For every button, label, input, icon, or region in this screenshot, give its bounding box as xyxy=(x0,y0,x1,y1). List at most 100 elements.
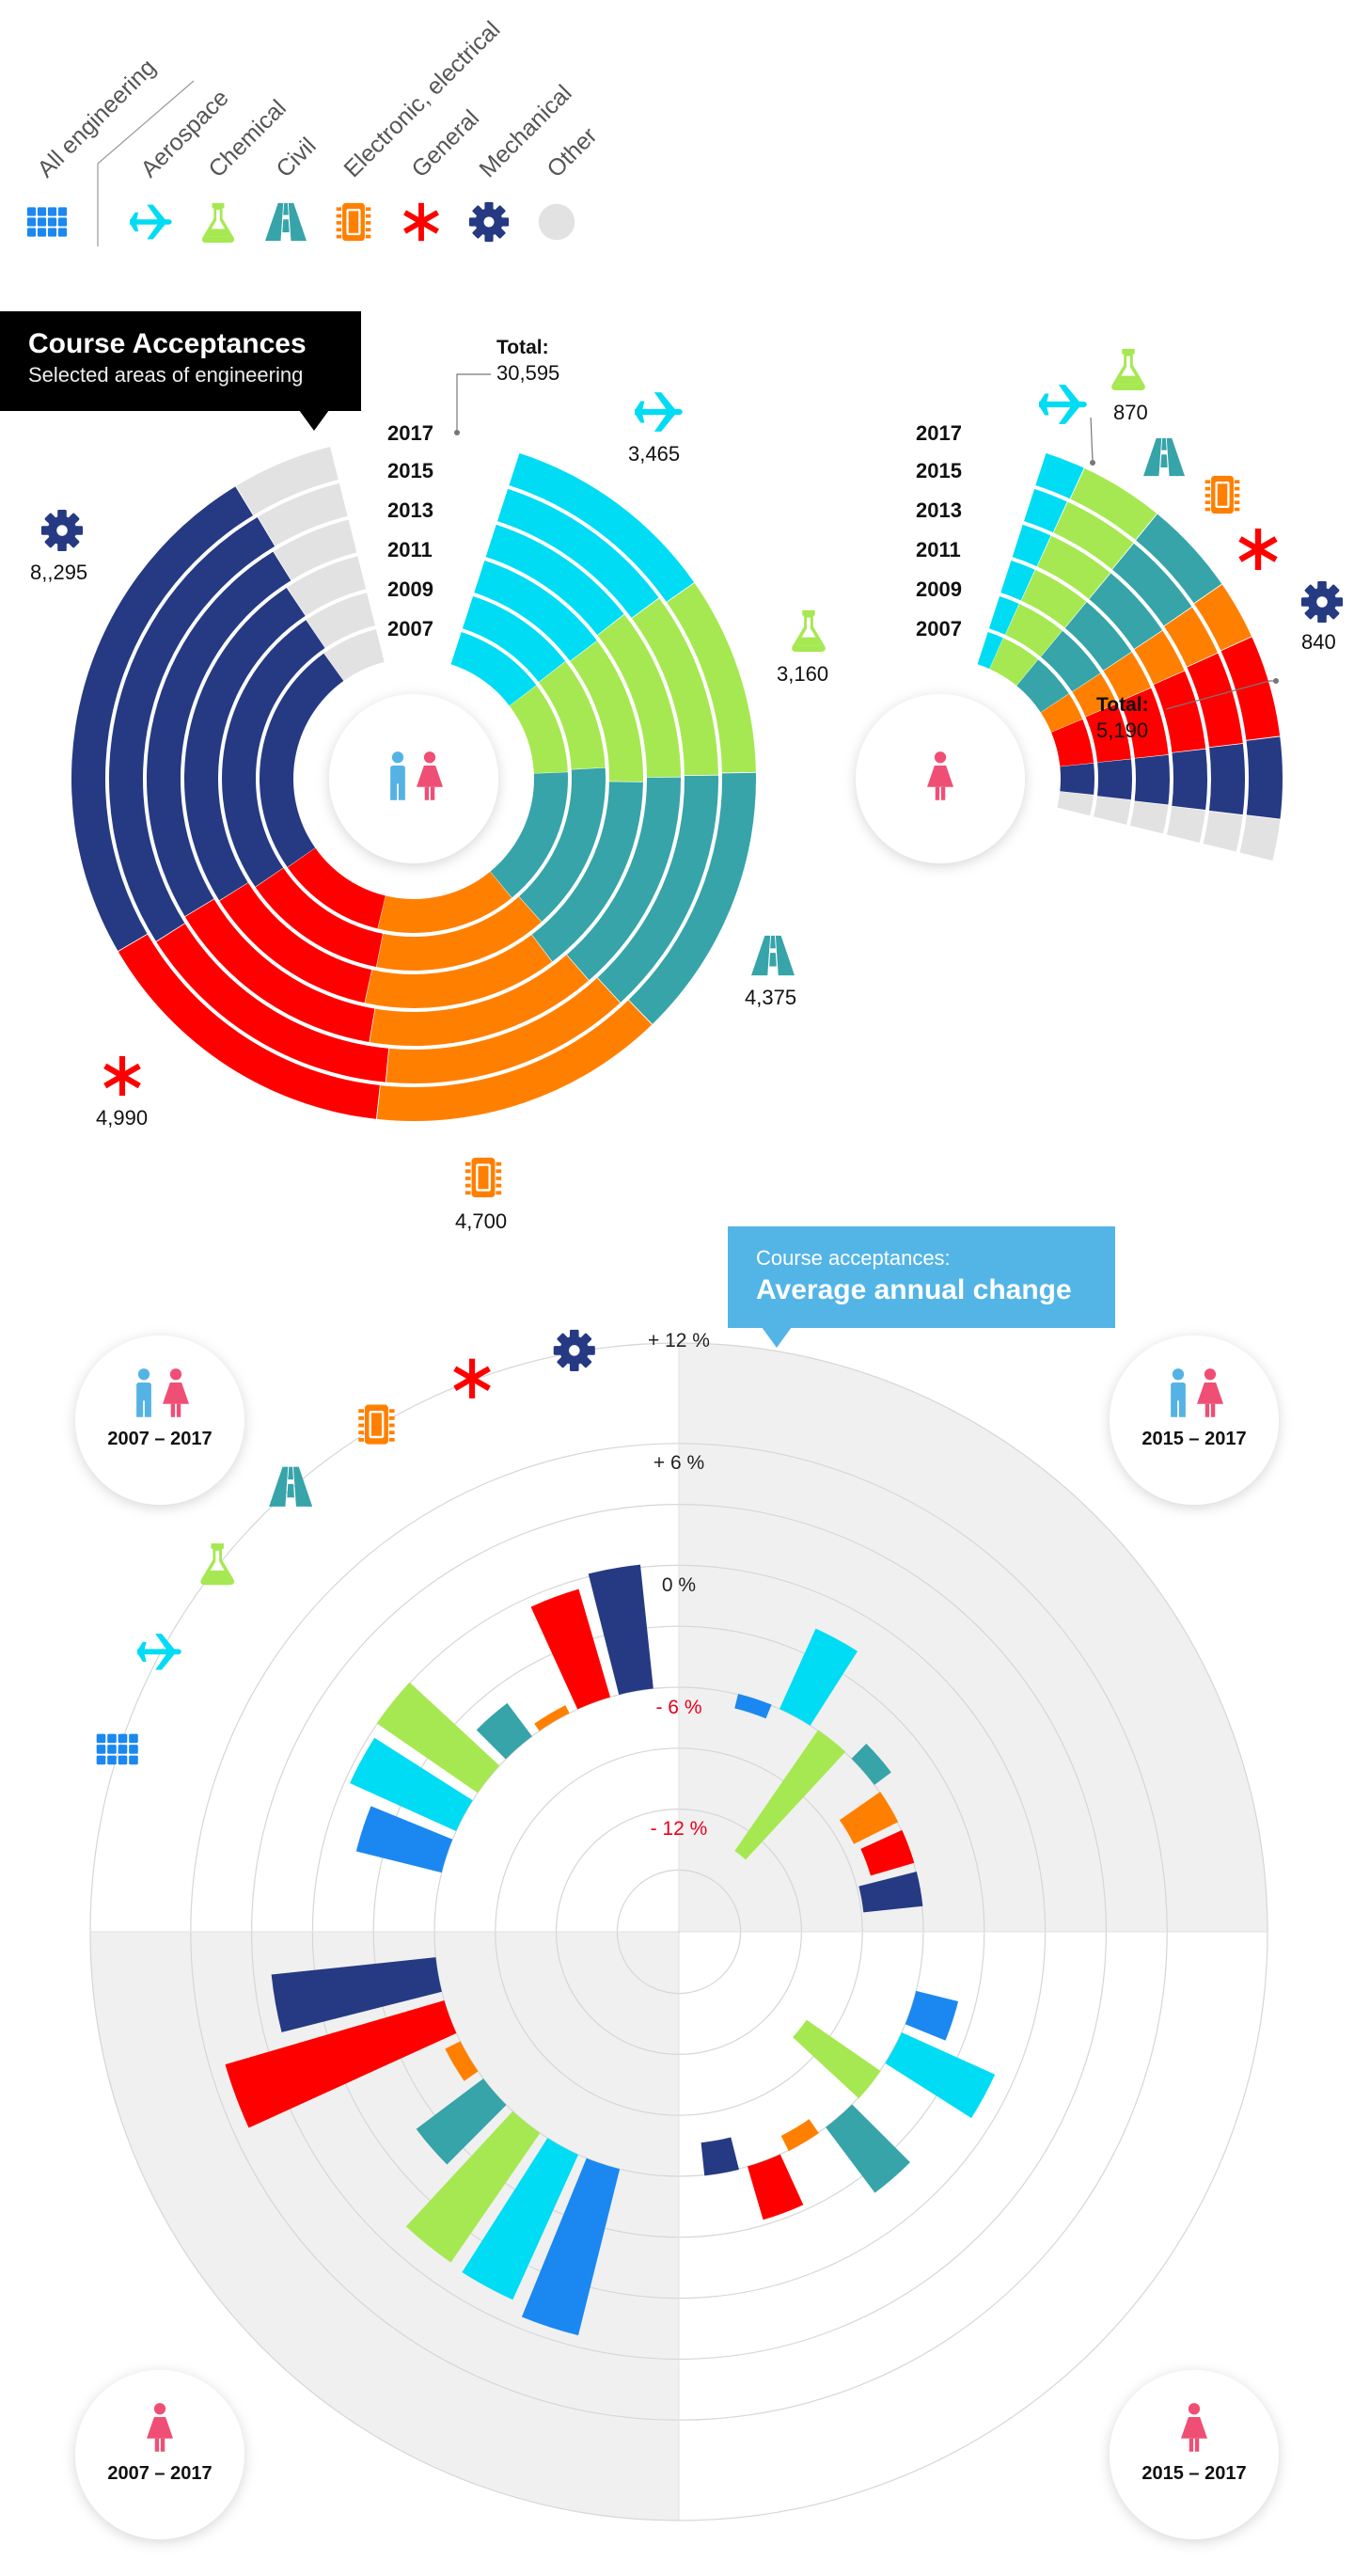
change-bar-q0-mech xyxy=(588,1564,653,1695)
chart2-chip-icon xyxy=(1204,475,1240,514)
all-elec-2013 xyxy=(370,955,589,1046)
all-gen-2011 xyxy=(219,882,372,1004)
course-acceptances-title: Course Acceptances Selected areas of eng… xyxy=(0,311,361,411)
all-elec-2007 xyxy=(377,871,512,933)
badge-all-2015-2017 xyxy=(1110,1335,1279,1505)
all-aero-2017 xyxy=(509,452,695,602)
all-gen-2009 xyxy=(255,868,384,968)
women-mech-2017 xyxy=(1246,736,1283,819)
legend-road-icon xyxy=(265,202,307,242)
chart3-flask-icon xyxy=(200,1543,235,1586)
all-aero-2011 xyxy=(474,560,597,661)
badge-all-2015-2017-man-icon xyxy=(1171,1368,1186,1417)
change-bar-q1-gen xyxy=(860,1829,915,1876)
avg-title-pointer xyxy=(762,1327,792,1348)
all-elec-2009 xyxy=(376,896,542,971)
tick-plus-12: + 12 % xyxy=(648,1330,710,1351)
all-other-2013 xyxy=(274,519,357,580)
women-chem-2011 xyxy=(1021,569,1087,628)
change-bar-q3-civil xyxy=(826,2104,910,2193)
all-aero-2007 xyxy=(450,632,537,706)
change-bar-q3-gen xyxy=(747,2154,804,2220)
legend-airplane-icon xyxy=(130,204,172,240)
change-bar-q2-all xyxy=(521,2157,621,2336)
all-chem-2011 xyxy=(570,640,643,782)
change-bar-q3-all xyxy=(905,1990,959,2041)
tick-zero: 0 % xyxy=(662,1574,696,1596)
year-label-2013: 2013 xyxy=(387,498,433,522)
all-mech-2017 xyxy=(71,486,254,952)
legend-asterisk-icon xyxy=(403,202,439,242)
women-civil-2017 xyxy=(1136,514,1222,604)
women-civil-2013 xyxy=(1089,573,1163,650)
women-elec-2011 xyxy=(1103,652,1151,702)
women-elec-2013 xyxy=(1134,630,1185,685)
chart3-chip-icon xyxy=(358,1404,395,1445)
mechanical-value: 8,,295 xyxy=(30,561,87,584)
women-other-2013 xyxy=(1166,806,1205,843)
total-value: 30,595 xyxy=(496,361,559,385)
women-aero-2009 xyxy=(988,595,1019,635)
change-bar-q2-aero xyxy=(462,2138,579,2300)
avg-change-ticks: + 12 % + 6 % 0 % - 6 % - 12 % xyxy=(648,1330,710,1840)
women-mech-2013 xyxy=(1172,749,1208,811)
all-elec-2015 xyxy=(386,977,621,1083)
women-gen-2013 xyxy=(1153,671,1206,752)
badge-women-2007-2017 xyxy=(75,2370,244,2539)
all-civil-2009 xyxy=(519,767,606,922)
change-bar-q0-gen xyxy=(530,1588,611,1710)
all-other-2007 xyxy=(323,628,385,681)
change-bar-q2-elec xyxy=(445,2041,479,2081)
all-gen-2015 xyxy=(156,924,389,1083)
chart1-asterisk-icon xyxy=(103,1055,141,1097)
all-gen-2007 xyxy=(287,847,386,929)
all-other-2015 xyxy=(258,482,348,546)
all-mech-2013 xyxy=(147,551,291,917)
all-gen-2013 xyxy=(184,899,375,1042)
avg-title-line2: Average annual change xyxy=(756,1274,1072,1305)
women-elec-2009 xyxy=(1072,673,1117,717)
all-students-badge xyxy=(329,694,498,863)
all-civil-2013 xyxy=(566,777,682,981)
women-other-2009 xyxy=(1094,796,1131,825)
all-civil-2017 xyxy=(628,772,756,1024)
women-chemical-value: 870 xyxy=(1113,401,1148,424)
women-gen-2009 xyxy=(1085,703,1131,763)
legend-dot-icon xyxy=(538,203,575,241)
change-bar-q0-chem xyxy=(376,1682,500,1794)
all-chem-2007 xyxy=(509,685,568,774)
badge-label-women-2015-2017: 2015 – 2017 xyxy=(1141,2463,1246,2484)
women-gen-2017 xyxy=(1220,637,1281,740)
change-bar-q0-civil xyxy=(476,1702,532,1760)
title-pointer xyxy=(299,410,329,431)
women-year-2007: 2007 xyxy=(916,617,962,640)
women-badge-woman-icon xyxy=(927,751,953,800)
chart3-gear-icon xyxy=(553,1329,595,1371)
badge-all-2007-2017-man-icon xyxy=(136,1368,151,1417)
all-mech-2011 xyxy=(184,587,306,901)
badge-label-all-2015-2017: 2015 – 2017 xyxy=(1141,1429,1246,1449)
badge-all-2015-2017-woman-icon xyxy=(1197,1368,1223,1417)
women-total-label: Total: xyxy=(1096,694,1149,716)
all-gen-2017 xyxy=(118,934,380,1119)
all-mech-2007 xyxy=(259,653,344,868)
change-bar-q1-elec xyxy=(839,1792,899,1844)
women-year-2013: 2013 xyxy=(916,498,962,522)
chart2-gear-icon xyxy=(1300,580,1344,624)
chart3-asterisk-icon xyxy=(453,1358,491,1399)
women-gen-2011 xyxy=(1120,687,1169,758)
all-chem-2015 xyxy=(632,598,718,776)
chart1-chip-icon xyxy=(464,1157,502,1198)
women-mech-2007 xyxy=(1060,763,1094,796)
women-total-value: 5,190 xyxy=(1096,719,1148,742)
all-aero-2013 xyxy=(485,524,624,636)
legend-gear-icon xyxy=(468,201,510,243)
all-elec-2011 xyxy=(365,935,553,1008)
general-value: 4,990 xyxy=(96,1106,148,1130)
women-elec-2007 xyxy=(1040,693,1083,733)
women-chem-2017 xyxy=(1070,467,1157,540)
women-aero-2011 xyxy=(1000,560,1035,601)
all-aero-2015 xyxy=(496,488,659,618)
total-label: Total: xyxy=(496,337,549,358)
women-aero-2013 xyxy=(1012,524,1051,567)
